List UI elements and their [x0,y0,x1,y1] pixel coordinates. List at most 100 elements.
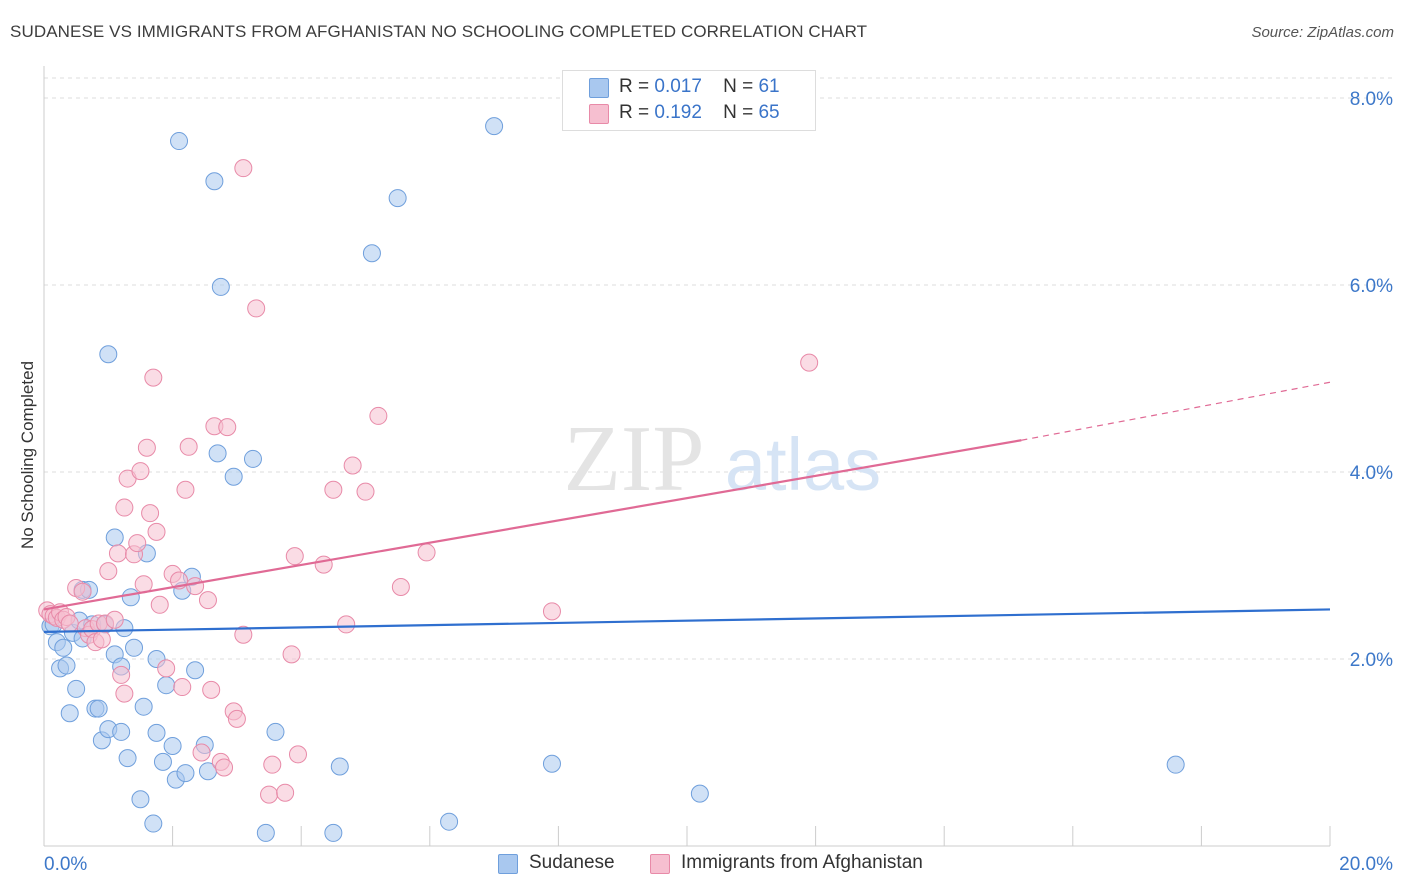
sudanese-point [1166,755,1185,774]
afghanistan-trend-line [43,439,1022,611]
sudanese-point [157,676,176,695]
correlation-legend: R = 0.017 N = 61 R = 0.192 N = 65 [562,70,816,131]
afghanistan-point [179,437,198,456]
sudanese-point [266,722,285,741]
afghanistan-point [137,438,156,457]
afghanistan-point [147,522,166,541]
afghanistan-point [288,745,307,764]
sudanese-point [211,277,230,296]
afghanistan-point [276,783,295,802]
sudanese-point [243,449,262,468]
afghanistan-point [128,534,147,553]
y-tick-label: 8.0% [1350,89,1393,110]
sudanese-point [153,752,172,771]
legend-label-afghanistan: Immigrants from Afghanistan [681,852,923,873]
sudanese-point [542,754,561,773]
chart-title: SUDANESE VS IMMIGRANTS FROM AFGHANISTAN … [10,22,868,41]
watermark-zip: ZIP [564,407,705,511]
afghanistan-point [234,625,253,644]
afghanistan-point [263,755,282,774]
sudanese-point [205,172,224,191]
afghanistan-point [115,684,134,703]
sudanese-point [224,467,243,486]
x-tick-label-max: 20.0% [1339,854,1393,875]
afghanistan-point [115,498,134,517]
sudanese-point [485,117,504,136]
afghanistan-point [150,595,169,614]
afghanistan-point [92,630,111,649]
afghanistan-point [99,562,118,581]
sudanese-point [330,757,349,776]
afghanistan-point [141,504,160,523]
afghanistan-point [247,299,266,318]
sudanese-point [112,722,131,741]
sudanese-point [60,704,79,723]
afghanistan-point [202,680,221,699]
sudanese-point [89,699,108,718]
legend-r-value: 0.017 [654,76,702,97]
trend-lines [43,381,1331,633]
afghanistan-point [176,480,195,499]
afghanistan-point [108,544,127,563]
afghanistan-point [314,555,333,574]
watermark-atlas: atlas [725,423,881,506]
y-tick-label: 4.0% [1350,463,1393,484]
afghanistan-point [343,456,362,475]
sudanese-point [147,723,166,742]
afghanistan-point [356,482,375,501]
afghanistan-point [391,578,410,597]
legend-r-value: 0.192 [654,102,702,123]
legend-n-label: N = [723,102,754,123]
legend-swatch-afghanistan [650,854,670,874]
y-tick-label: 2.0% [1350,650,1393,671]
sudanese-point [125,638,144,657]
afghanistan-point [337,615,356,634]
sudanese-trend-line [43,608,1331,633]
sudanese-point [57,656,76,675]
afghanistan-point [260,785,279,804]
afghanistan-point [73,582,92,601]
sudanese-point [176,764,195,783]
sudanese-point [131,790,150,809]
series-legend: Sudanese Immigrants from Afghanistan [0,852,1406,878]
source-note: Source: ZipAtlas.com [1251,24,1394,41]
afghanistan-point [157,659,176,678]
afghanistan-point [218,418,237,437]
sudanese-point [440,812,459,831]
afghanistan-point [215,758,234,777]
afghanistan-point [324,480,343,499]
sudanese-point [67,679,86,698]
afghanistan-point [131,462,150,481]
x-tick-label-min: 0.0% [44,854,87,875]
axes [43,66,1331,847]
afghanistan-point [227,709,246,728]
sudanese-point [121,588,140,607]
afghanistan-point [112,665,131,684]
tick-labels: 2.0% 4.0% 6.0% 8.0% 0.0% 20.0% [44,89,1393,875]
sudanese-point [105,528,124,547]
legend-n-value: 65 [758,102,780,123]
sudanese-point [256,823,275,842]
sudanese-point [186,661,205,680]
legend-r-label: R = [619,76,650,97]
sudanese-point [388,189,407,208]
sudanese-point [144,814,163,833]
afghanistan-trend-extension [1021,381,1331,441]
sudanese-point [170,132,189,151]
afghanistan-point [417,543,436,562]
legend-n-label: N = [723,76,754,97]
afghanistan-point [186,577,205,596]
sudanese-point [690,784,709,803]
legend-swatch-pink [589,104,609,124]
afghanistan-point [800,353,819,372]
afghanistan-point [60,614,79,633]
data-points [38,117,1185,842]
sudanese-point [99,345,118,364]
sudanese-point [163,736,182,755]
afghanistan-point [192,743,211,762]
legend-swatch-blue [589,78,609,98]
y-tick-label: 6.0% [1350,276,1393,297]
legend-label-sudanese: Sudanese [529,852,615,873]
afghanistan-point [144,368,163,387]
